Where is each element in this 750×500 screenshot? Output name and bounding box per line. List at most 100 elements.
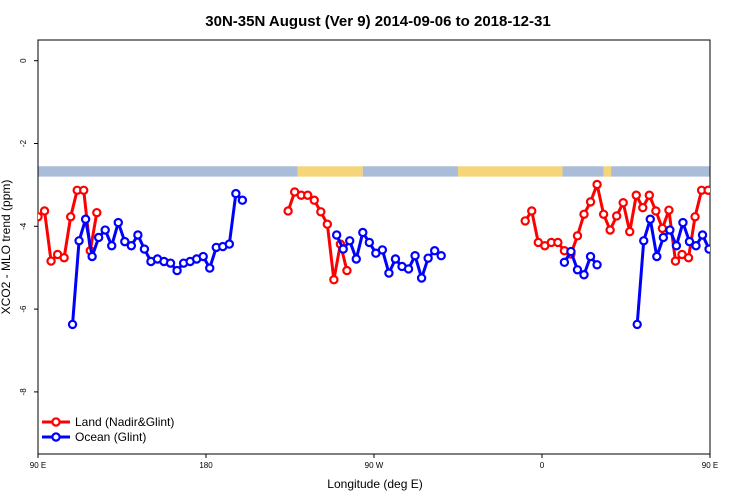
data-point-ocean bbox=[120, 236, 130, 247]
surface-band-land-1 bbox=[297, 166, 363, 177]
data-point-ocean bbox=[697, 230, 708, 240]
surface-type-band bbox=[38, 166, 710, 177]
x-tick-label: 0 bbox=[540, 461, 545, 470]
data-point-ocean bbox=[585, 251, 596, 262]
data-point-ocean bbox=[87, 251, 97, 262]
data-point-ocean bbox=[658, 232, 669, 243]
x-tick-label: 90 E bbox=[30, 461, 46, 470]
y-tick-label: -2 bbox=[19, 139, 28, 147]
data-point-ocean bbox=[100, 225, 110, 235]
data-point-ocean bbox=[684, 236, 695, 247]
data-point-ocean bbox=[107, 241, 117, 251]
data-point-ocean bbox=[126, 241, 137, 251]
data-point-ocean bbox=[678, 217, 688, 228]
data-point-ocean bbox=[80, 214, 91, 224]
data-point-ocean bbox=[237, 195, 248, 205]
data-point-ocean bbox=[113, 217, 123, 228]
data-point-ocean bbox=[572, 265, 583, 275]
data-point-land bbox=[65, 212, 76, 222]
data-point-ocean bbox=[93, 232, 104, 243]
surface-band-land-5 bbox=[603, 166, 612, 177]
x-axis: 90 E 180 90 W 0 90 E bbox=[30, 454, 718, 470]
data-point-ocean bbox=[351, 254, 361, 264]
y-tick-label: -6 bbox=[19, 305, 28, 313]
data-point-land bbox=[309, 195, 319, 205]
plot-frame bbox=[37, 39, 711, 455]
data-point-land bbox=[527, 206, 537, 216]
data-point-ocean bbox=[74, 236, 84, 246]
data-point-land bbox=[611, 211, 622, 221]
data-point-land bbox=[598, 209, 609, 219]
data-point-ocean bbox=[390, 254, 401, 264]
x-tick-label: 90 W bbox=[365, 461, 384, 470]
data-point-land bbox=[520, 216, 530, 226]
data-point-land bbox=[618, 197, 628, 208]
data-point-land bbox=[46, 256, 56, 266]
data-point-land bbox=[92, 207, 102, 218]
legend-land-marker bbox=[51, 417, 61, 427]
data-point-ocean bbox=[67, 319, 78, 330]
data-point-land bbox=[638, 202, 648, 213]
data-point-ocean bbox=[645, 214, 655, 224]
data-point-land bbox=[651, 206, 661, 216]
data-point-ocean bbox=[639, 236, 649, 246]
data-point-land bbox=[38, 212, 43, 222]
data-point-ocean bbox=[231, 188, 241, 199]
data-point-ocean bbox=[364, 237, 375, 248]
data-point-ocean bbox=[377, 245, 388, 255]
data-point-ocean bbox=[403, 264, 414, 274]
data-point-ocean bbox=[205, 263, 215, 273]
data-point-ocean bbox=[345, 236, 355, 246]
data-point-ocean bbox=[331, 230, 342, 240]
data-point-ocean bbox=[338, 244, 348, 254]
data-point-land bbox=[303, 190, 313, 200]
data-point-land bbox=[664, 205, 674, 215]
data-point-land bbox=[39, 206, 50, 216]
data-point-ocean bbox=[416, 273, 427, 283]
data-point-ocean bbox=[384, 268, 394, 278]
data-point-ocean bbox=[139, 244, 150, 254]
surface-band-ocean-2 bbox=[362, 166, 458, 177]
series-layer bbox=[38, 179, 719, 330]
data-point-ocean bbox=[423, 253, 433, 263]
data-point-ocean bbox=[410, 250, 420, 261]
data-point-ocean bbox=[592, 260, 602, 270]
y-axis-label: XCO2 - MLO trend (ppm) bbox=[0, 180, 13, 315]
data-point-ocean bbox=[665, 225, 675, 235]
data-point-land bbox=[592, 179, 602, 190]
data-point-land bbox=[283, 206, 293, 216]
data-point-land bbox=[329, 275, 339, 285]
data-point-land bbox=[553, 237, 563, 248]
data-point-ocean bbox=[224, 239, 235, 249]
data-point-ocean bbox=[429, 246, 440, 256]
surface-band-ocean-0 bbox=[38, 166, 298, 177]
y-tick-label: -8 bbox=[19, 388, 28, 396]
legend-ocean-marker bbox=[51, 432, 61, 442]
data-point-land bbox=[59, 253, 69, 263]
data-point-ocean bbox=[691, 241, 701, 251]
x-tick-label: 180 bbox=[199, 461, 213, 470]
data-point-land bbox=[683, 253, 694, 263]
data-point-ocean bbox=[358, 227, 368, 238]
data-point-ocean bbox=[566, 246, 576, 257]
legend: Land (Nadir&Glint) Ocean (Glint) bbox=[42, 415, 174, 444]
data-point-ocean bbox=[704, 244, 710, 254]
data-point-land bbox=[342, 265, 352, 276]
y-axis: 0 -2 -4 -6 -8 bbox=[19, 58, 38, 396]
surface-band-ocean-4 bbox=[562, 166, 604, 177]
data-point-ocean bbox=[165, 258, 176, 268]
data-point-land bbox=[625, 226, 635, 237]
legend-land-label: Land (Nadir&Glint) bbox=[75, 415, 174, 429]
data-point-land bbox=[657, 223, 668, 234]
data-point-land bbox=[579, 209, 589, 219]
data-point-land bbox=[631, 190, 641, 200]
data-point-ocean bbox=[712, 258, 719, 265]
y-tick-label: 0 bbox=[19, 58, 28, 63]
data-point-ocean bbox=[436, 250, 446, 261]
data-point-land bbox=[703, 185, 710, 195]
data-point-land bbox=[79, 185, 89, 195]
x-tick-label: 90 E bbox=[702, 461, 718, 470]
series-group bbox=[38, 179, 719, 330]
data-point-land bbox=[316, 207, 326, 217]
data-point-ocean bbox=[133, 230, 143, 240]
